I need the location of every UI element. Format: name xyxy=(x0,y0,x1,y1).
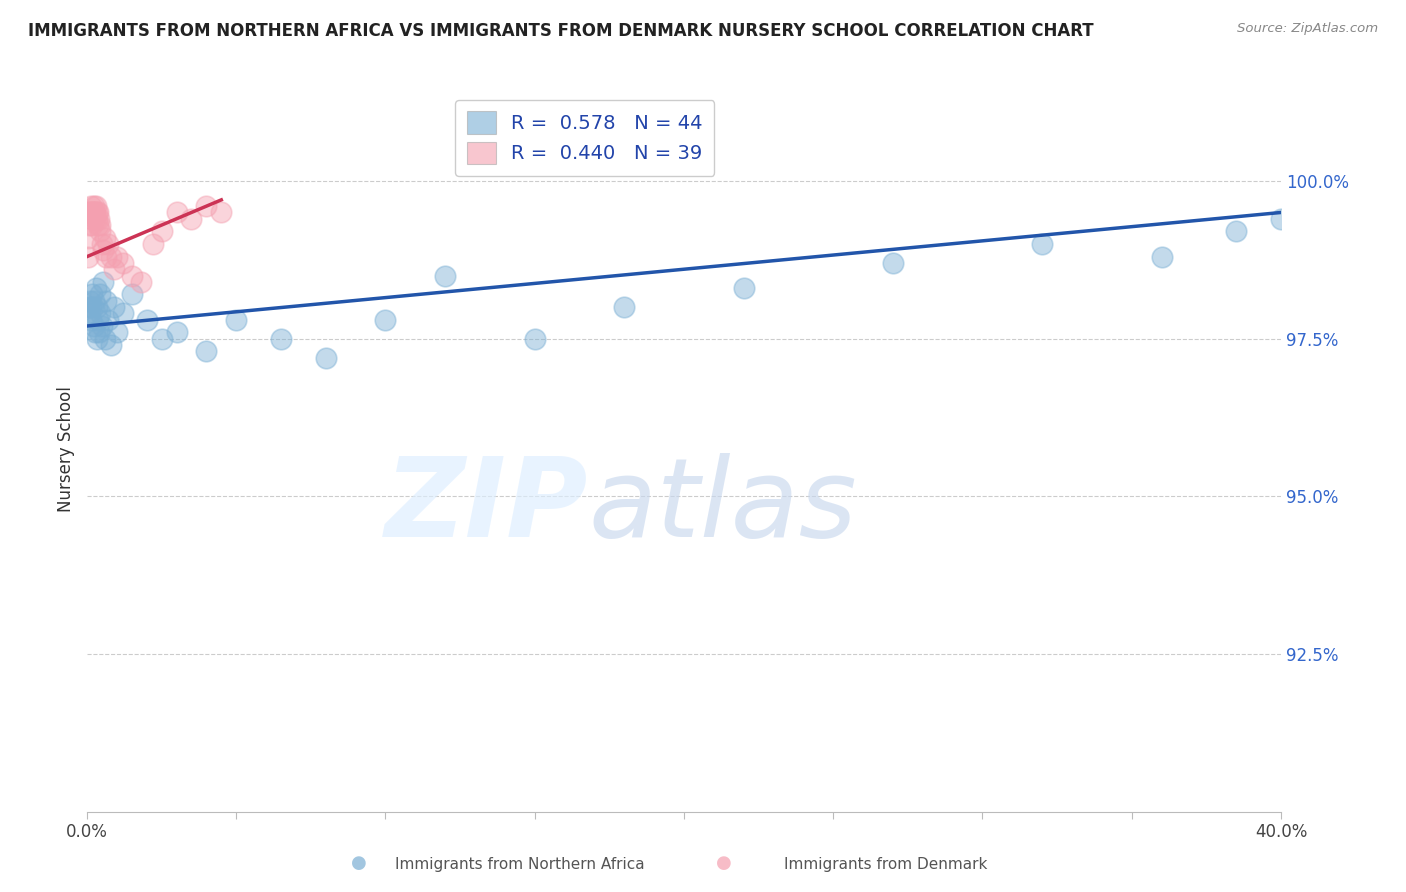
Point xyxy=(79,205,101,219)
Text: Immigrants from Denmark: Immigrants from Denmark xyxy=(785,857,987,872)
Point xyxy=(86,300,108,314)
Point xyxy=(83,199,105,213)
Point xyxy=(90,237,112,252)
Point xyxy=(882,256,904,270)
Point xyxy=(100,338,122,352)
Point xyxy=(135,312,157,326)
Point xyxy=(86,332,108,346)
Point xyxy=(96,293,118,308)
Point xyxy=(523,332,546,346)
Point xyxy=(270,332,292,346)
Point xyxy=(79,300,101,314)
Point xyxy=(79,306,101,320)
Text: Source: ZipAtlas.com: Source: ZipAtlas.com xyxy=(1237,22,1378,36)
Point xyxy=(103,262,125,277)
Point xyxy=(180,211,202,226)
Point xyxy=(1225,224,1247,238)
Point xyxy=(225,312,247,326)
Point xyxy=(77,300,100,314)
Point xyxy=(1270,211,1292,226)
Point xyxy=(87,326,110,340)
Point xyxy=(613,300,636,314)
Point xyxy=(90,318,112,333)
Text: ●: ● xyxy=(350,855,367,872)
Point xyxy=(79,293,101,308)
Point xyxy=(87,205,110,219)
Text: ZIP: ZIP xyxy=(385,453,589,560)
Point xyxy=(93,244,115,258)
Text: atlas: atlas xyxy=(589,453,858,560)
Point xyxy=(82,205,104,219)
Point xyxy=(82,300,104,314)
Point xyxy=(80,312,103,326)
Point xyxy=(105,326,128,340)
Point xyxy=(142,237,165,252)
Point xyxy=(84,326,107,340)
Point xyxy=(84,281,107,295)
Point xyxy=(374,312,396,326)
Text: ●: ● xyxy=(716,855,733,872)
Point xyxy=(86,211,108,226)
Point xyxy=(150,224,173,238)
Point xyxy=(93,275,115,289)
Point xyxy=(80,211,103,226)
Point xyxy=(94,332,117,346)
Point xyxy=(80,205,103,219)
Point xyxy=(86,205,108,219)
Point xyxy=(79,199,101,213)
Point xyxy=(87,218,110,232)
Point xyxy=(166,326,188,340)
Point xyxy=(84,205,107,219)
Point xyxy=(77,218,100,232)
Point xyxy=(82,287,104,301)
Point xyxy=(89,224,111,238)
Point xyxy=(121,287,143,301)
Point xyxy=(94,230,117,244)
Point xyxy=(83,293,105,308)
Point xyxy=(129,275,152,289)
Point xyxy=(97,312,120,326)
Point xyxy=(150,332,173,346)
Point xyxy=(89,218,111,232)
Point xyxy=(83,205,105,219)
Point xyxy=(96,250,118,264)
Point xyxy=(89,287,111,301)
Point xyxy=(111,306,134,320)
Point xyxy=(84,199,107,213)
Point xyxy=(111,256,134,270)
Point xyxy=(733,281,755,295)
Point xyxy=(315,351,337,365)
Point xyxy=(195,199,218,213)
Point xyxy=(77,230,100,244)
Point xyxy=(166,205,188,219)
Point xyxy=(83,211,105,226)
Point xyxy=(87,312,110,326)
Point xyxy=(82,218,104,232)
Point xyxy=(103,300,125,314)
Point xyxy=(1031,237,1053,252)
Point xyxy=(97,237,120,252)
Point xyxy=(87,211,110,226)
Point xyxy=(79,205,101,219)
Text: IMMIGRANTS FROM NORTHERN AFRICA VS IMMIGRANTS FROM DENMARK NURSERY SCHOOL CORREL: IMMIGRANTS FROM NORTHERN AFRICA VS IMMIG… xyxy=(28,22,1094,40)
Point xyxy=(1150,250,1173,264)
Point xyxy=(434,268,457,283)
Point xyxy=(76,250,98,264)
Point xyxy=(121,268,143,283)
Point xyxy=(89,306,111,320)
Point xyxy=(100,250,122,264)
Point xyxy=(105,250,128,264)
Y-axis label: Nursery School: Nursery School xyxy=(58,386,75,512)
Text: Immigrants from Northern Africa: Immigrants from Northern Africa xyxy=(395,857,645,872)
Point xyxy=(209,205,232,219)
Point xyxy=(83,318,105,333)
Legend: R =  0.578   N = 44, R =  0.440   N = 39: R = 0.578 N = 44, R = 0.440 N = 39 xyxy=(456,100,714,176)
Point xyxy=(195,344,218,359)
